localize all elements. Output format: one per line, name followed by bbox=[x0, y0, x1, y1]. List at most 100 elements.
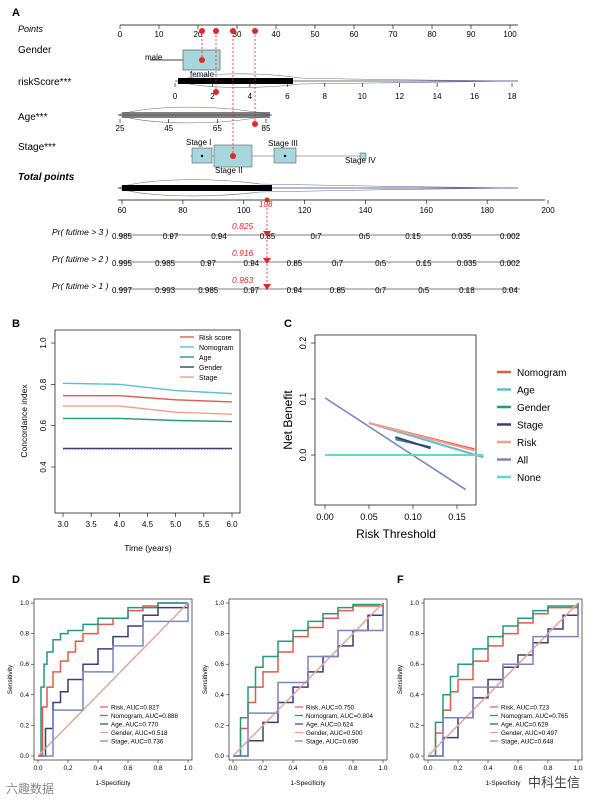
prob-tick-label: 0.94 bbox=[287, 286, 303, 295]
b-legend-label: Risk score bbox=[199, 335, 232, 342]
risk-tick-label: 4 bbox=[248, 92, 253, 101]
stage-iv-label: Stage IV bbox=[345, 156, 376, 165]
roc-legend-label: Risk, AUC=0.723 bbox=[501, 704, 550, 711]
risk-tick-label: 8 bbox=[323, 92, 328, 101]
c-x-tick: 0.15 bbox=[448, 512, 466, 522]
roc-y-tick: 0.8 bbox=[410, 631, 419, 638]
risk-label: riskScore*** bbox=[18, 77, 71, 88]
b-x-tick: 5.5 bbox=[198, 520, 210, 529]
prob-tick-label: 0.7 bbox=[375, 286, 387, 295]
total-tick-label: 60 bbox=[118, 206, 127, 215]
prob-value: 0.963 bbox=[232, 275, 254, 285]
prob-tick-label: 0.5 bbox=[359, 232, 371, 241]
prob-tick-label: 0.5 bbox=[375, 259, 387, 268]
panel-letter-e: E bbox=[203, 574, 210, 586]
roc-legend-label: Nomogram, AUC=0.888 bbox=[111, 713, 179, 720]
b-legend-label: Stage bbox=[199, 375, 217, 382]
b-series-line bbox=[62, 382, 233, 395]
c-x-tick: 0.05 bbox=[360, 512, 378, 522]
total-tick-label: 140 bbox=[359, 206, 373, 215]
roc-x-tick: 1.0 bbox=[183, 765, 192, 772]
risk-ticks: 0 2 4 6 8 10 12 14 16 18 bbox=[173, 83, 517, 101]
prob-tick-label: 0.035 bbox=[457, 259, 478, 268]
points-tick-label: 100 bbox=[503, 30, 517, 39]
c-y-tick: 0.2 bbox=[298, 337, 308, 350]
c-series-line bbox=[395, 436, 431, 450]
roc-legend-label: Gender, AUC=0.518 bbox=[111, 730, 168, 737]
prob-tick-label: 0.035 bbox=[451, 232, 472, 241]
prob-tick-label: 0.04 bbox=[502, 286, 518, 295]
age-label: Age*** bbox=[18, 112, 48, 123]
age-tick-label: 85 bbox=[262, 124, 271, 133]
roc-y-label: Sensitivity bbox=[397, 664, 404, 694]
total-tick-label: 180 bbox=[480, 206, 494, 215]
roc-x-tick: 0.4 bbox=[288, 765, 297, 772]
roc-y-tick: 0.4 bbox=[410, 692, 419, 699]
c-x-tick: 0.00 bbox=[316, 512, 334, 522]
roc-legend-label: Gender, AUC=0.500 bbox=[306, 730, 363, 737]
b-series-line bbox=[63, 417, 233, 423]
roc-series-line bbox=[428, 603, 579, 757]
b-x-tick: 4.0 bbox=[114, 520, 126, 529]
b-x-tick: 6.0 bbox=[226, 520, 238, 529]
c-y-tick: 0.1 bbox=[298, 393, 308, 406]
points-tick-label: 90 bbox=[467, 30, 476, 39]
roc-y-tick: 0.6 bbox=[20, 661, 29, 668]
roc-legend-label: Stage, AUC=0.690 bbox=[306, 738, 359, 745]
roc-legend-label: Stage, AUC=0.736 bbox=[111, 738, 164, 745]
c-legend-label: Risk bbox=[517, 438, 537, 449]
dca-panel: C 0.00 0.05 0.10 0.15 0.0 0.1 0.2 Risk Threshol… bbox=[281, 318, 566, 541]
prob-tick-label: 0.985 bbox=[155, 259, 176, 268]
roc-y-tick: 0.6 bbox=[410, 661, 419, 668]
roc-series-line bbox=[233, 603, 384, 757]
b-legend-label: Gender bbox=[199, 365, 223, 372]
prob-tick-label: 0.002 bbox=[500, 232, 521, 241]
points-tick-label: 20 bbox=[194, 30, 203, 39]
prob-row-label: Pr( futime > 1 ) bbox=[52, 281, 109, 291]
stage-label: Stage*** bbox=[18, 142, 56, 153]
panel-letter-b: B bbox=[12, 318, 20, 330]
roc-y-tick: 1.0 bbox=[215, 600, 224, 607]
roc-legend-label: Risk, AUC=0.827 bbox=[111, 704, 160, 711]
prob-tick-label: 0.85 bbox=[287, 259, 303, 268]
roc-legend-label: Age, AUC=0.629 bbox=[501, 721, 549, 728]
roc-x-tick: 0.2 bbox=[63, 765, 72, 772]
prob-tick-label: 0.94 bbox=[211, 232, 227, 241]
panel-letter-f: F bbox=[397, 574, 404, 586]
total-ticks: 60 80 100 120 140 160 180 200 bbox=[118, 200, 555, 215]
roc-x-tick: 0.8 bbox=[348, 765, 357, 772]
roc-x-tick: 0.8 bbox=[153, 765, 162, 772]
roc-y-tick: 0.2 bbox=[215, 722, 224, 729]
stage-iii-label: Stage III bbox=[268, 139, 298, 148]
c-legend-label: Nomogram bbox=[517, 368, 566, 379]
roc-y-tick: 1.0 bbox=[20, 600, 29, 607]
c-legend-label: Gender bbox=[517, 403, 551, 414]
age-tick-label: 65 bbox=[213, 124, 222, 133]
risk-tick-label: 6 bbox=[285, 92, 290, 101]
age-tick-label: 25 bbox=[116, 124, 125, 133]
prob-tick-label: 0.85 bbox=[330, 286, 346, 295]
probability-rows: Pr( futime > 3 ) 0.985 0.97 0.94 0.85 0.7 0.5 0… bbox=[52, 221, 521, 295]
prob-tick-label: 0.993 bbox=[155, 286, 176, 295]
total-tick-label: 100 bbox=[237, 206, 251, 215]
points-label: Points bbox=[18, 24, 44, 34]
roc-x-tick: 0.6 bbox=[513, 765, 522, 772]
concordance-panel: B 3.0 3.5 4.0 4.5 5.0 5.5 6.0 0.4 0.6 0.8 1.0 Time … bbox=[12, 318, 241, 553]
risk-tick-label: 16 bbox=[470, 92, 479, 101]
watermark-left: 六趣数据 bbox=[6, 782, 55, 796]
panel-letter-c: C bbox=[284, 318, 292, 330]
prob-tick-label: 0.997 bbox=[112, 286, 133, 295]
roc-x-tick: 0.2 bbox=[258, 765, 267, 772]
prob-row-label: Pr( futime > 3 ) bbox=[52, 227, 109, 237]
prob-value: 0.916 bbox=[232, 248, 254, 258]
points-tick-label: 60 bbox=[350, 30, 359, 39]
prob-value: 0.825 bbox=[232, 221, 254, 231]
c-legend-label: Age bbox=[517, 386, 535, 397]
b-y-tick: 1.0 bbox=[39, 337, 48, 349]
b-legend-label: Nomogram bbox=[199, 345, 234, 352]
roc-y-tick: 0.4 bbox=[20, 692, 29, 699]
roc-panel-f: F 0.0 0.0 0.2 0.2 0.4 0.4 0.6 0.6 0.8 0.8 1.0 1.0 1-… bbox=[397, 574, 583, 787]
b-x-label: Time (years) bbox=[124, 543, 172, 553]
prob-row-label: Pr( futime > 2 ) bbox=[52, 254, 109, 264]
roc-y-tick: 0.8 bbox=[215, 631, 224, 638]
